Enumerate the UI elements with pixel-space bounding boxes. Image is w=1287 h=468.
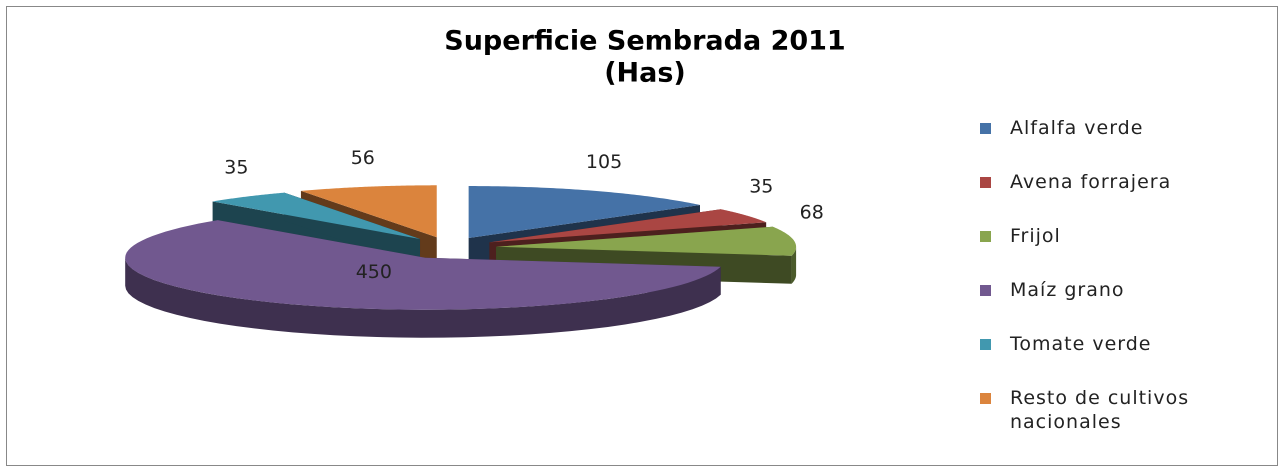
legend-swatch (980, 393, 991, 404)
data-label: 35 (749, 176, 773, 198)
legend-label: Tomate verde (1010, 333, 1152, 355)
slice (125, 220, 721, 310)
data-label: 56 (351, 147, 375, 169)
slice-side (125, 257, 721, 338)
frame (6, 6, 1278, 466)
data-label: 105 (586, 151, 622, 173)
legend-swatch (980, 339, 991, 350)
legend-item: Alfalfa verde (980, 116, 1260, 170)
legend-label: Maíz grano (1010, 279, 1125, 301)
slice (489, 209, 767, 243)
legend-item: Frijol (980, 224, 1260, 278)
legend-swatch (980, 123, 991, 134)
slice (300, 185, 437, 238)
legend-label: Avena forrajera (1010, 171, 1172, 193)
legend-swatch (980, 231, 991, 242)
data-label: 68 (800, 201, 824, 223)
slice-side (791, 246, 797, 284)
legend-item: Avena forrajera (980, 170, 1260, 224)
chart-subtitle: (Has) (604, 58, 686, 89)
legend: Alfalfa verde Avena forrajera Frijol Maíz g… (980, 116, 1260, 440)
legend-label: Frijol (1010, 225, 1061, 247)
legend-swatch (980, 285, 991, 296)
slice (212, 192, 421, 240)
data-label: 450 (356, 261, 392, 283)
legend-label: Alfalfa verde (1010, 117, 1144, 139)
slice (496, 226, 797, 256)
legend-item: Tomate verde (980, 332, 1260, 386)
legend-swatch (980, 177, 991, 188)
legend-item: Maíz grano (980, 278, 1260, 332)
data-label: 35 (224, 157, 248, 179)
chart-title: Superficie Sembrada 2011 (444, 26, 845, 57)
legend-label: Resto de cultivos nacionales (1010, 387, 1190, 433)
legend-item: Resto de cultivos nacionales (980, 386, 1260, 440)
slice (468, 186, 701, 239)
